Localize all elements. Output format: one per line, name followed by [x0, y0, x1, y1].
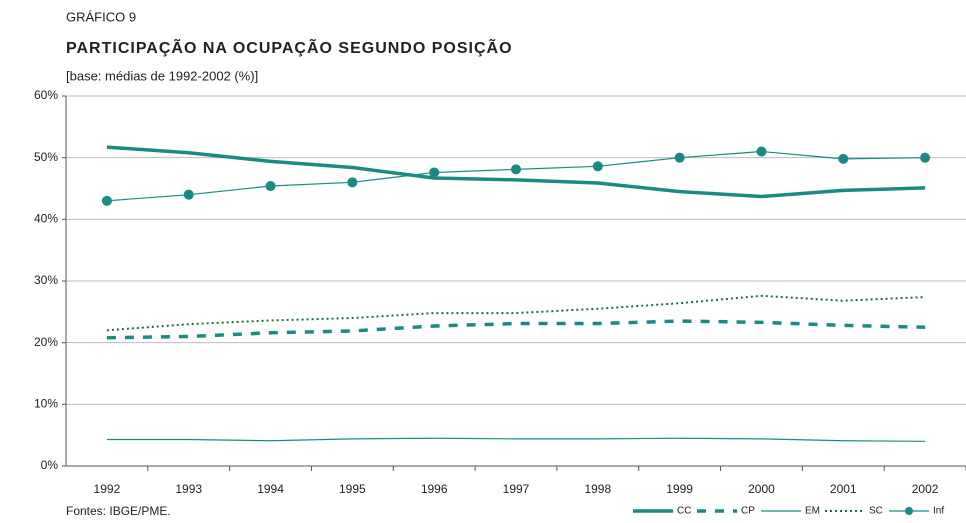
marker: [592, 161, 603, 172]
marker: [429, 167, 440, 178]
x-tick-label: 1995: [339, 482, 366, 496]
source: Fontes: IBGE/PME.: [66, 504, 171, 518]
chart-subtitle: [base: médias de 1992-2002 (%)]: [66, 68, 258, 83]
x-tick-label: 1996: [421, 482, 448, 496]
marker: [183, 189, 194, 200]
y-tick-label: 0%: [41, 458, 59, 472]
legend-label: Inf: [933, 506, 944, 517]
x-tick-label: 2001: [830, 482, 857, 496]
x-tick-label: 1994: [257, 482, 284, 496]
series-line: [106, 145, 926, 199]
y-tick-label: 50%: [34, 150, 58, 164]
series-line: [106, 437, 926, 442]
y-tick-label: 30%: [34, 273, 58, 287]
marker: [101, 195, 112, 206]
legend-label: SC: [869, 506, 883, 517]
marker: [838, 153, 849, 164]
legend-label: EM: [805, 506, 820, 517]
marker: [756, 146, 767, 157]
marker: [265, 181, 276, 192]
marker: [511, 164, 521, 175]
x-tick-label: 2002: [912, 482, 939, 496]
marker: [920, 152, 931, 163]
x-tick-label: 1998: [584, 482, 611, 496]
series-line: [106, 319, 926, 340]
y-tick-label: 10%: [34, 397, 58, 411]
y-tick-label: 40%: [34, 212, 58, 226]
x-tick-label: 1992: [94, 482, 121, 496]
legend-label: CP: [741, 506, 755, 517]
x-tick-label: 1993: [175, 482, 202, 496]
y-tick-label: 60%: [34, 88, 58, 102]
chart-kicker: GRÁFICO 9: [66, 9, 136, 24]
legend-marker: [905, 507, 913, 515]
legend-label: CC: [677, 506, 691, 517]
marker: [347, 177, 358, 188]
x-tick-label: 2000: [748, 482, 775, 496]
series-line: [106, 294, 926, 332]
x-tick-label: 1999: [666, 482, 693, 496]
x-tick-label: 1997: [503, 482, 530, 496]
chart-title: PARTICIPAÇÃO NA OCUPAÇÃO SEGUNDO POSIÇÃO: [66, 37, 513, 57]
y-tick-label: 20%: [34, 335, 58, 349]
marker: [674, 152, 685, 163]
